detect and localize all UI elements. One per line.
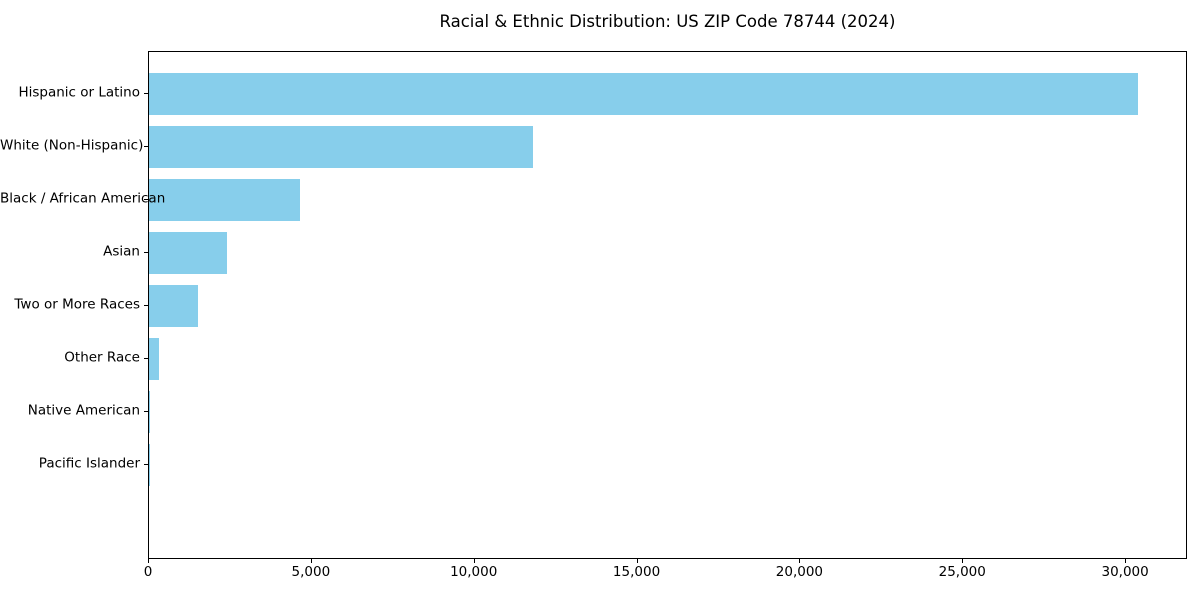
x-tick-label-20-000: 20,000 bbox=[775, 564, 824, 580]
y-tick-label-white-non-hispanic: White (Non-Hispanic) bbox=[0, 137, 144, 154]
x-tick-mark bbox=[962, 559, 964, 563]
plot-area bbox=[148, 51, 1187, 559]
y-tick-label-hispanic-or-latino: Hispanic or Latino bbox=[18, 84, 140, 101]
y-tick-mark bbox=[144, 198, 148, 200]
bar-hispanic-or-latino bbox=[149, 72, 1138, 116]
y-tick-label-black-african-american: Black / African American bbox=[0, 190, 166, 207]
bar-two-or-more-races bbox=[149, 284, 198, 328]
x-tick-mark bbox=[473, 559, 475, 563]
x-tick-label-5-000: 5,000 bbox=[291, 564, 331, 580]
x-tick-label-15-000: 15,000 bbox=[612, 564, 661, 580]
y-tick-label-native-american: Native American bbox=[27, 402, 140, 419]
bar-black-african-american bbox=[149, 178, 301, 222]
y-tick-label-other-race: Other Race bbox=[64, 349, 140, 366]
x-tick-mark bbox=[148, 559, 149, 563]
x-tick-label-25-000: 25,000 bbox=[938, 564, 986, 580]
y-tick-mark bbox=[144, 358, 148, 360]
bar-other-race bbox=[149, 337, 159, 381]
chart-title: Racial & Ethnic Distribution: US ZIP Cod… bbox=[439, 12, 896, 31]
y-tick-mark bbox=[144, 251, 148, 253]
x-tick-label-30-000: 30,000 bbox=[1101, 564, 1149, 580]
x-tick-mark bbox=[636, 559, 638, 563]
y-tick-mark bbox=[144, 305, 148, 306]
y-tick-mark bbox=[144, 92, 148, 94]
bar-asian bbox=[149, 231, 228, 275]
y-tick-label-asian: Asian bbox=[103, 243, 140, 260]
bar-native-american bbox=[149, 390, 151, 434]
x-tick-label-10-000: 10,000 bbox=[450, 564, 498, 580]
bar-white-non-hispanic bbox=[149, 125, 534, 169]
x-tick-mark bbox=[310, 559, 312, 563]
x-tick-mark bbox=[1125, 559, 1127, 563]
y-tick-label-two-or-more-races: Two or More Races bbox=[14, 296, 140, 313]
y-tick-mark bbox=[144, 411, 148, 413]
x-tick-label-0: 0 bbox=[143, 564, 153, 580]
y-tick-mark bbox=[144, 464, 148, 466]
x-tick-mark bbox=[799, 559, 801, 563]
y-tick-mark bbox=[144, 145, 148, 147]
y-tick-label-pacific-islander: Pacific Islander bbox=[38, 455, 140, 472]
